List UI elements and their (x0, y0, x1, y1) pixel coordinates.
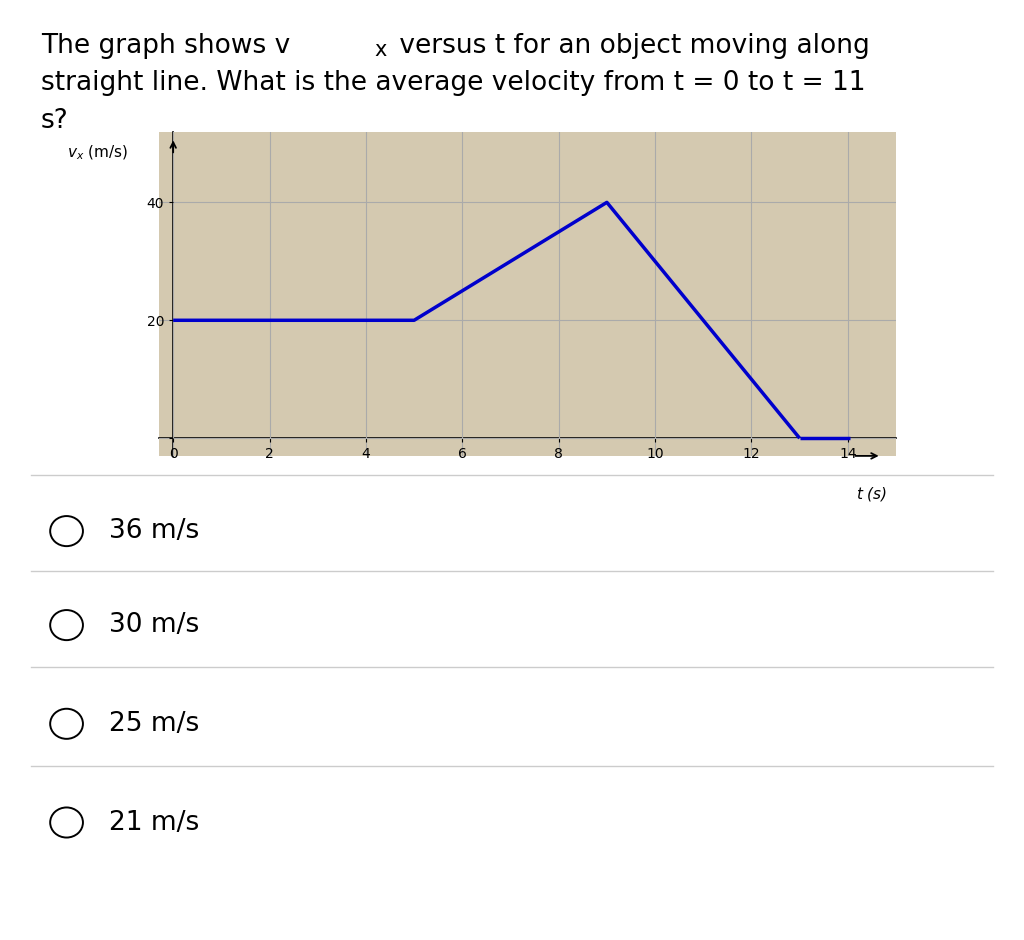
Text: 30 m/s: 30 m/s (109, 612, 199, 638)
Text: s?: s? (41, 108, 69, 134)
Text: straight line. What is the average velocity from t = 0 to t = 11: straight line. What is the average veloc… (41, 70, 865, 97)
Text: x: x (375, 40, 387, 60)
Text: $t$ (s): $t$ (s) (856, 485, 888, 504)
Text: $v_x$ (m/s): $v_x$ (m/s) (68, 144, 128, 162)
Text: 21 m/s: 21 m/s (109, 809, 199, 836)
Text: The graph shows v: The graph shows v (41, 33, 290, 59)
Text: versus t for an object moving along: versus t for an object moving along (391, 33, 870, 59)
Text: 25 m/s: 25 m/s (109, 711, 199, 737)
Text: 36 m/s: 36 m/s (109, 518, 199, 544)
